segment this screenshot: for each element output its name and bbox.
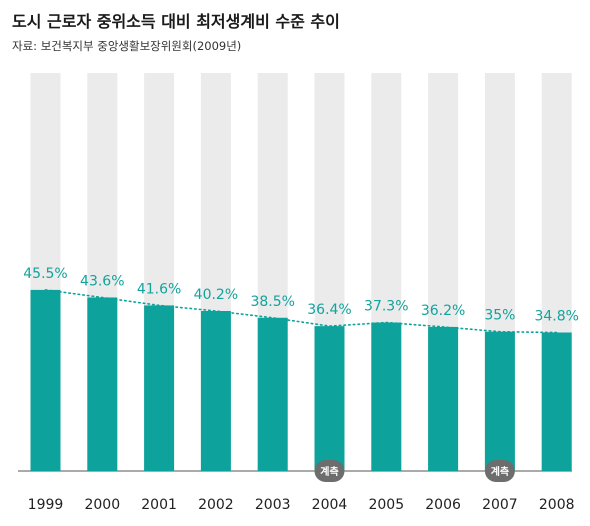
bars — [30, 289, 572, 471]
x-tick-2000: 2000 — [84, 497, 120, 513]
chart-title: 도시 근로자 중위소득 대비 최저생계비 수준 추이 — [12, 12, 340, 31]
badge-label: 계측 — [491, 465, 509, 478]
badges: 계측 계측 — [314, 460, 515, 482]
x-tick-1999: 1999 — [28, 497, 64, 513]
bar-2006 — [428, 326, 459, 471]
value-label-2001: 41.6% — [137, 281, 181, 297]
badge-2004: 계측 — [314, 460, 345, 482]
value-label-2000: 43.6% — [80, 273, 124, 289]
bar-2007 — [484, 331, 515, 471]
x-tick-2008: 2008 — [539, 497, 575, 513]
chart-source: 자료: 보건복지부 중앙생활보장위원회(2009년) — [12, 39, 242, 53]
value-label-2008: 34.8% — [534, 308, 578, 324]
trend-line — [44, 289, 558, 334]
x-tick-2007: 2007 — [482, 497, 518, 513]
bar-2004 — [314, 326, 345, 471]
x-tick-2006: 2006 — [425, 497, 461, 513]
x-tick-2002: 2002 — [198, 497, 234, 513]
x-tick-2005: 2005 — [368, 497, 404, 513]
bar-1999 — [30, 289, 61, 471]
value-label-1999: 45.5% — [23, 266, 67, 282]
badge-label: 계측 — [320, 465, 338, 478]
value-label-2004: 36.4% — [307, 302, 351, 318]
value-label-2002: 40.2% — [194, 287, 238, 303]
x-tick-2004: 2004 — [312, 497, 348, 513]
bar-2002 — [200, 311, 231, 471]
value-label-2006: 36.2% — [421, 303, 465, 319]
x-tick-2003: 2003 — [255, 497, 291, 513]
bar-2005 — [371, 322, 402, 471]
value-labels: 45.5% 43.6% 41.6% 40.2% 38.5% 36.4% 37.3% 36.2%… — [23, 266, 579, 325]
value-label-2005: 37.3% — [364, 299, 408, 315]
value-label-2007: 35% — [484, 308, 515, 324]
badge-2007: 계측 — [484, 460, 515, 482]
badge-background — [484, 460, 515, 482]
badge-background — [314, 460, 345, 482]
bar-2003 — [257, 317, 288, 471]
bar-2008 — [541, 332, 572, 471]
x-tick-labels: 1999 2000 2001 2002 2003 2004 2005 2006 2007 2008 — [28, 497, 575, 513]
x-tick-2001: 2001 — [141, 497, 177, 513]
bar-2000 — [87, 297, 118, 471]
bar-2001 — [144, 305, 175, 471]
value-label-2003: 38.5% — [250, 294, 294, 310]
